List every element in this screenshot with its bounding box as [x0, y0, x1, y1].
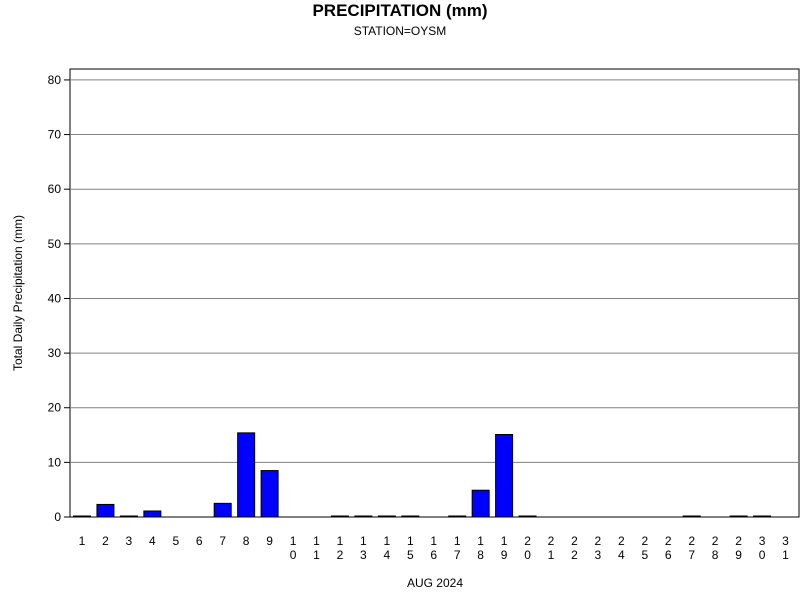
bar-series [73, 432, 772, 518]
bar-day-9 [260, 470, 279, 518]
x-tick-label: 3 [126, 534, 133, 548]
plot-area [69, 68, 800, 518]
bar-day-7 [213, 502, 232, 518]
bar-day-30 [753, 515, 772, 518]
bar-day-29 [729, 515, 748, 518]
x-tick-label: 8 [243, 534, 250, 548]
bar-day-3 [119, 515, 138, 518]
bar-day-17 [448, 515, 467, 518]
bar-day-18 [471, 489, 490, 518]
y-tick-label: 30 [48, 346, 62, 360]
x-tick-label: 5 [172, 534, 179, 548]
y-tick-label: 40 [48, 291, 62, 305]
x-tick-label: 6 [196, 534, 203, 548]
y-tick-label: 20 [48, 401, 62, 415]
bar-day-8 [237, 432, 256, 518]
y-tick-label: 10 [48, 455, 62, 469]
y-tick-label: 70 [48, 128, 62, 142]
x-tick-label: 1 [79, 534, 86, 548]
x-axis-title: AUG 2024 [407, 576, 463, 590]
y-tick-label: 0 [54, 510, 61, 524]
bar-day-27 [682, 515, 701, 518]
chart-subtitle: STATION=OYSM [353, 24, 447, 38]
x-tick-label: 2 [102, 534, 109, 548]
x-tick-label: 7 [219, 534, 226, 548]
x-axis: 1 2 3 4 5 6 7 8 9 1 01 11 21 31 41 51 61 71 81 92 02 12 22 32 42… [79, 534, 790, 562]
bar-day-13 [354, 515, 373, 518]
y-tick-label: 80 [48, 73, 62, 87]
bar-day-20 [518, 515, 537, 518]
y-axis-title: Total Daily Precipitation (mm) [11, 215, 25, 371]
x-tick-label: 9 [266, 534, 273, 548]
grid-lines [70, 79, 799, 463]
y-tick-label: 50 [48, 237, 62, 251]
y-tick-label: 60 [48, 182, 62, 196]
chart-title: PRECIPITATION (mm) [312, 1, 488, 20]
x-tick-label: 4 [149, 534, 156, 548]
bar-day-1 [73, 515, 91, 518]
bar-day-19 [495, 434, 514, 518]
y-axis: 0 10 20 30 40 50 60 70 80 [48, 73, 70, 524]
bar-day-14 [377, 515, 396, 518]
bar-day-15 [401, 515, 420, 518]
bar-day-2 [96, 503, 115, 518]
bar-day-4 [143, 510, 162, 518]
bar-day-12 [330, 515, 349, 518]
